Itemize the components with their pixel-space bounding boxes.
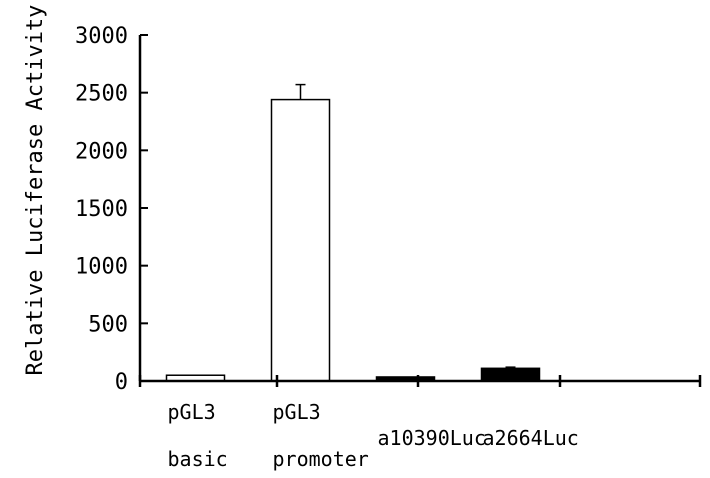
y-axis-title: Relative Luciferase Activity: [23, 5, 48, 376]
x-category-label: a2664Luc: [483, 426, 579, 450]
y-tick-label: 3000: [75, 24, 128, 49]
bar: [270, 98, 331, 382]
axes: [138, 35, 702, 387]
y-tick-label: 500: [88, 312, 128, 337]
y-tick-label: 0: [115, 370, 128, 395]
bar: [480, 367, 541, 382]
x-category-label: pGL3: [273, 400, 321, 424]
y-tick-label: 2500: [75, 82, 128, 107]
x-category-label: pGL3: [168, 400, 216, 424]
y-tick-label: 1500: [75, 197, 128, 222]
bars: [165, 98, 541, 382]
x-category-label: a10390Luc: [378, 426, 486, 450]
x-category-label: promoter: [273, 447, 369, 471]
y-axis-ticks: 0 500 1000 1500 2000 2500 3000: [75, 24, 148, 395]
error-bars: [295, 83, 516, 369]
y-tick-label: 2000: [75, 139, 128, 164]
x-category-label: basic: [168, 447, 228, 471]
y-tick-label: 1000: [75, 255, 128, 280]
